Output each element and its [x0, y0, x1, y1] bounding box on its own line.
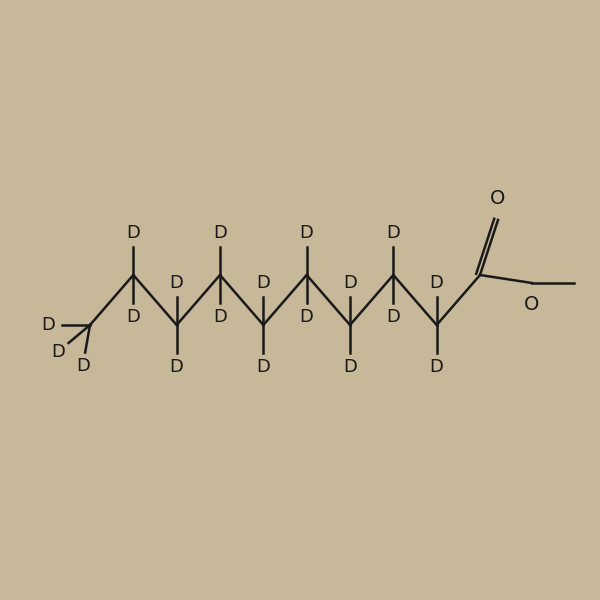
Text: D: D	[170, 358, 184, 376]
Text: D: D	[213, 224, 227, 242]
Text: D: D	[170, 274, 184, 292]
Text: D: D	[300, 224, 314, 242]
Text: D: D	[41, 316, 55, 334]
Text: D: D	[51, 343, 65, 361]
Text: O: O	[524, 295, 539, 314]
Text: D: D	[300, 308, 314, 326]
Text: D: D	[430, 358, 443, 376]
Text: O: O	[490, 189, 506, 208]
Text: D: D	[213, 308, 227, 326]
Text: D: D	[430, 274, 443, 292]
Text: D: D	[343, 358, 357, 376]
Text: D: D	[256, 358, 270, 376]
Text: D: D	[256, 274, 270, 292]
Text: D: D	[386, 308, 400, 326]
Text: D: D	[343, 274, 357, 292]
Text: D: D	[386, 224, 400, 242]
Text: D: D	[127, 308, 140, 326]
Text: D: D	[127, 224, 140, 242]
Text: D: D	[76, 358, 89, 376]
